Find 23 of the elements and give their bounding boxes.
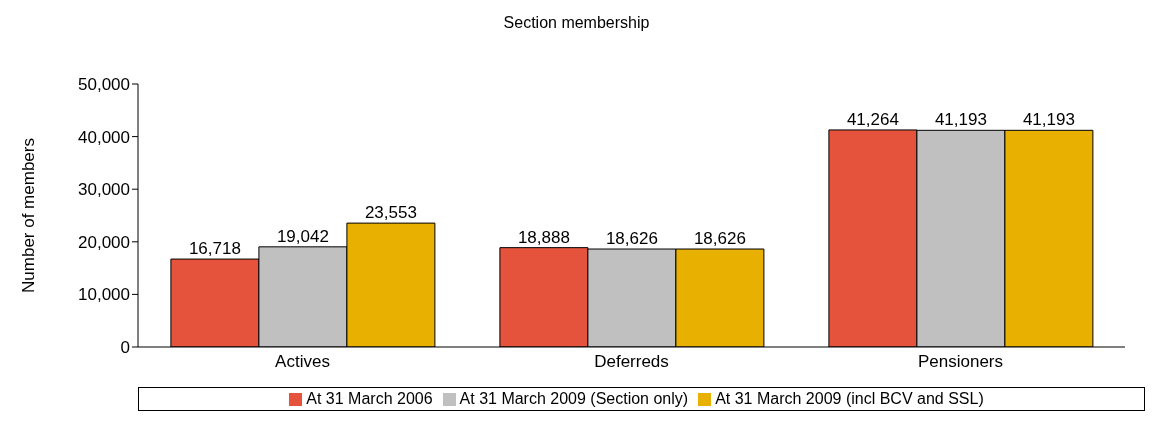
- y-axis-title: Number of members: [19, 138, 39, 293]
- data-label: 41,193: [934, 110, 987, 130]
- x-tick-label: Pensioners: [917, 352, 1004, 372]
- y-tick-label: 20,000: [78, 232, 130, 252]
- y-tick-label: 10,000: [78, 285, 130, 305]
- y-tick-label: 30,000: [78, 180, 130, 200]
- chart-title: Section membership: [502, 13, 651, 33]
- y-tick-label: 50,000: [78, 75, 130, 95]
- data-label: 19,042: [276, 226, 329, 246]
- legend-label: At 31 March 2006: [306, 390, 433, 407]
- legend-label: At 31 March 2009 (incl BCV and SSL): [715, 390, 984, 407]
- data-label: 23,553: [364, 203, 417, 223]
- data-label: 16,718: [188, 239, 241, 259]
- x-tick-label: Deferreds: [594, 352, 669, 372]
- data-label: 18,626: [605, 229, 658, 249]
- data-label: 41,264: [846, 109, 899, 129]
- x-tick-label: Actives: [275, 352, 330, 372]
- y-tick-label: 40,000: [78, 127, 130, 147]
- y-tick-label: 0: [120, 338, 130, 358]
- legend-label: At 31 March 2009 (Section only): [459, 390, 689, 407]
- data-label: 18,626: [693, 229, 746, 249]
- data-label: 41,193: [1022, 110, 1075, 130]
- data-label: 18,888: [517, 227, 570, 247]
